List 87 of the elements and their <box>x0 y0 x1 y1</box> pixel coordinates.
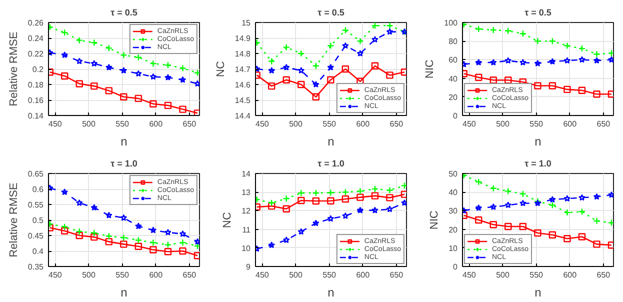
x-tick-label: 500 <box>496 270 510 280</box>
y-tick-label: 0.14 <box>28 112 44 120</box>
x-tick-label: 550 <box>116 120 130 128</box>
chart-title: τ = 0.5 <box>110 8 138 18</box>
y-tick-label: 15 <box>242 18 252 28</box>
y-tick-label: 13 <box>242 188 252 198</box>
x-tick-label: 500 <box>82 120 96 128</box>
y-tick-label: 14.8 <box>234 50 252 58</box>
x-tick-label: 550 <box>530 120 544 128</box>
y-tick-label: 100 <box>444 18 458 28</box>
y-tick-label: 0.6 <box>32 185 44 194</box>
x-tick-label: 500 <box>289 270 303 280</box>
x-tick-label: 650 <box>596 120 611 128</box>
x-tick-label: 450 <box>462 270 476 280</box>
x-tick-label: 500 <box>496 120 510 128</box>
y-tick-label: 0.24 <box>28 34 44 43</box>
y-tick-label: 0.5 <box>32 216 44 225</box>
y-axis-title: NIC <box>424 59 436 78</box>
x-tick-label: 500 <box>82 270 96 280</box>
x-tick-label: 450 <box>48 120 62 128</box>
x-tick-label: 600 <box>356 120 370 128</box>
x-axis-title: n <box>120 134 128 148</box>
y-tick-label: 9 <box>246 262 252 272</box>
x-axis-title: n <box>120 286 128 300</box>
y-tick-label: 11 <box>242 225 252 234</box>
x-tick-label: 600 <box>149 270 164 280</box>
y-tick-label: 0.35 <box>28 262 44 272</box>
y-tick-label: 14 <box>242 170 252 178</box>
y-tick-label: 14.6 <box>234 80 252 90</box>
x-tick-label: 450 <box>462 120 476 128</box>
y-tick-label: 14.9 <box>234 34 252 43</box>
y-tick-label: 14.5 <box>234 96 252 105</box>
x-axis-title: n <box>534 286 542 300</box>
x-tick-label: 600 <box>356 270 370 280</box>
y-tick-label: 0.26 <box>28 18 44 28</box>
y-tick-label: 40 <box>448 188 458 198</box>
y-tick-label: 40 <box>448 74 458 84</box>
y-tick-label: 10 <box>448 244 458 253</box>
x-tick-label: 550 <box>322 270 337 280</box>
y-tick-label: 12 <box>242 206 252 216</box>
x-tick-label: 450 <box>48 270 62 280</box>
y-tick-label: 14.4 <box>234 112 252 120</box>
y-tick-label: 0.65 <box>28 170 44 178</box>
chart-title: τ = 0.5 <box>524 8 552 18</box>
y-tick-label: 10 <box>242 244 252 253</box>
y-tick-label: 0 <box>453 112 458 120</box>
y-tick-label: 60 <box>448 56 458 65</box>
x-tick-label: 650 <box>182 120 197 128</box>
y-tick-label: 14.7 <box>234 65 252 74</box>
y-tick-label: 0.4 <box>32 247 44 256</box>
y-tick-label: 0.22 <box>28 50 44 58</box>
y-axis-title: Relative RMSE <box>8 182 20 258</box>
x-axis-title: n <box>534 134 542 148</box>
x-tick-label: 500 <box>289 120 303 128</box>
x-tick-label: 450 <box>256 120 270 128</box>
x-tick-label: 600 <box>149 120 164 128</box>
x-tick-label: 600 <box>563 270 578 280</box>
chart-title: τ = 1.0 <box>110 158 138 168</box>
y-tick-label: 0.2 <box>32 65 44 74</box>
x-axis-title: n <box>328 134 334 148</box>
x-tick-label: 650 <box>390 270 404 280</box>
x-axis-title: n <box>328 286 334 300</box>
y-tick-label: 20 <box>448 92 458 102</box>
y-tick-label: 80 <box>448 37 458 46</box>
x-tick-label: 450 <box>256 270 270 280</box>
y-axis-title: NC <box>222 212 234 228</box>
y-tick-label: 0.45 <box>28 232 44 240</box>
x-tick-label: 650 <box>182 270 197 280</box>
y-tick-label: 20 <box>448 225 458 234</box>
x-tick-label: 650 <box>390 120 404 128</box>
y-tick-label: 50 <box>448 170 458 178</box>
chart-title: τ = 1.0 <box>318 158 344 168</box>
chart-title: τ = 1.0 <box>524 158 552 168</box>
y-axis-title: NIC <box>428 210 441 230</box>
y-tick-label: 0.55 <box>28 200 44 210</box>
y-axis-title: NC <box>214 61 227 77</box>
y-tick-label: 30 <box>448 206 458 216</box>
chart-title: τ = 0.5 <box>318 8 344 18</box>
x-tick-label: 600 <box>563 120 578 128</box>
y-tick-label: 0.16 <box>28 96 44 105</box>
x-tick-label: 550 <box>530 270 544 280</box>
x-tick-label: 550 <box>116 270 130 280</box>
y-axis-title: Relative RMSE <box>8 32 20 106</box>
y-tick-label: 0 <box>453 262 458 272</box>
x-tick-label: 650 <box>596 270 611 280</box>
y-tick-label: 0.18 <box>28 80 44 90</box>
x-tick-label: 550 <box>322 120 337 128</box>
